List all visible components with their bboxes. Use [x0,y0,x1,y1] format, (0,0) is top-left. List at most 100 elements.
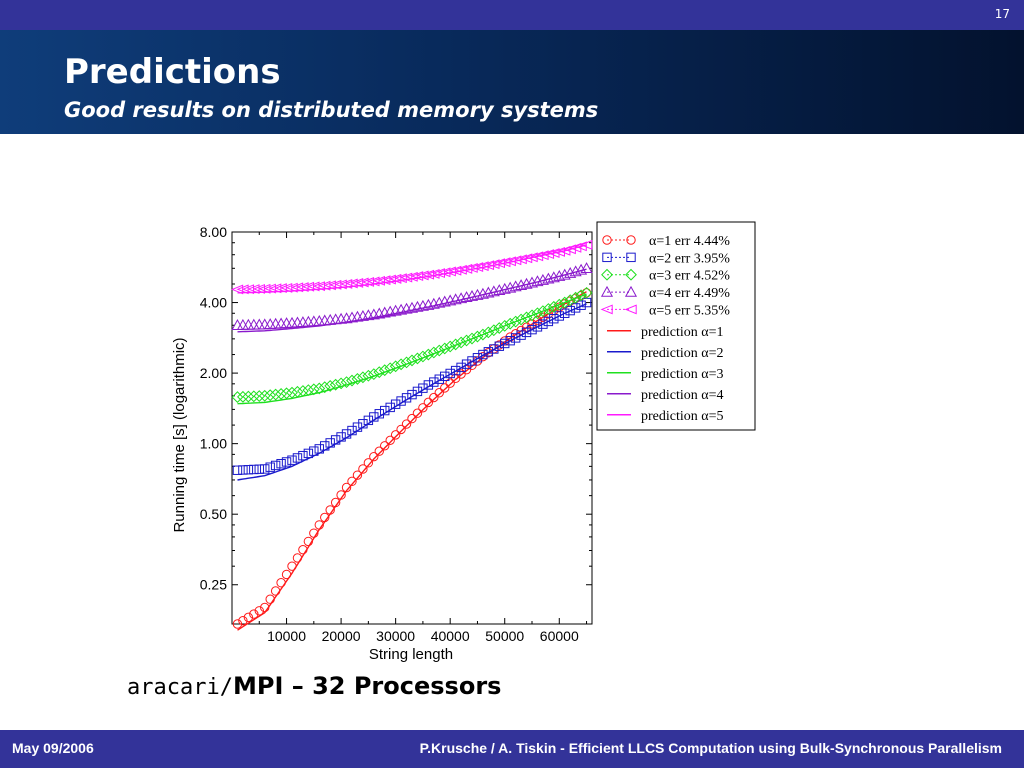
data-point-alpha-3 [264,389,277,402]
data-point-alpha-5 [389,273,402,284]
data-point-alpha-5 [285,282,298,293]
data-point-alpha-5 [438,267,451,278]
data-point-alpha-1 [276,577,286,588]
data-point-alpha-2 [352,422,363,432]
data-point-alpha-2 [358,419,368,429]
data-point-alpha-1 [407,413,417,424]
data-point-alpha-4 [313,314,326,326]
data-point-alpha-4 [575,263,588,275]
data-point-alpha-2 [418,383,428,393]
data-point-alpha-4 [280,317,293,329]
data-point-alpha-3 [580,286,593,299]
legend-entry-alpha-1: α=1 err 4.44% [649,234,730,249]
data-point-alpha-2 [243,465,254,475]
data-point-alpha-5 [340,279,353,289]
data-point-alpha-2 [260,464,270,474]
data-point-alpha-5 [372,275,385,286]
data-point-alpha-2 [412,386,423,397]
data-point-alpha-3 [362,369,375,382]
data-point-alpha-1 [527,319,537,329]
data-point-alpha-3 [367,368,380,381]
data-point-alpha-5 [514,254,527,265]
legend-marker-alpha-1 [626,235,636,245]
data-point-alpha-5 [481,260,495,271]
x-tick-label: 60000 [540,628,579,644]
data-point-alpha-1 [440,383,450,393]
data-point-alpha-4 [236,318,249,330]
data-point-alpha-5 [312,281,325,292]
data-point-alpha-2 [516,330,526,340]
y-tick-label: 8.00 [200,224,227,240]
data-point-alpha-2 [440,371,450,382]
data-point-alpha-3 [231,391,244,403]
data-point-alpha-3 [509,315,522,328]
data-point-alpha-1 [309,528,319,538]
slide-title: Predictions [64,52,281,92]
data-point-alpha-2 [483,347,494,357]
data-point-alpha-3 [237,390,249,403]
x-tick-label: 30000 [376,628,415,644]
data-point-alpha-5 [421,269,435,280]
data-point-alpha-2 [510,333,521,343]
data-point-alpha-5 [530,251,544,262]
data-point-alpha-2 [489,344,499,354]
data-point-alpha-1 [270,586,281,596]
data-point-alpha-5 [280,282,293,293]
data-point-alpha-2 [570,303,581,313]
data-point-alpha-3 [269,388,282,401]
data-point-alpha-5 [536,250,549,261]
legend-entry-alpha-5: α=5 err 5.35% [649,303,730,318]
data-point-alpha-3 [498,319,511,332]
data-point-alpha-5 [410,271,424,282]
legend: α=1 err 4.44% α=2 err 3.95% α=3 err 4.52% α… [596,221,756,431]
data-point-alpha-5 [334,279,347,290]
data-point-alpha-1 [581,288,592,298]
data-point-alpha-1 [254,606,264,616]
data-point-alpha-1 [445,378,455,388]
data-point-alpha-5 [383,274,396,285]
data-point-alpha-2 [505,335,515,346]
y-tick-label: 4.00 [200,295,227,311]
data-point-alpha-5 [405,271,418,282]
data-point-alpha-2 [270,460,281,471]
data-point-alpha-4 [307,315,320,327]
data-point-alpha-1 [320,512,330,523]
data-point-alpha-3 [329,378,342,391]
running-time-chart: Running time [s] (logarithmic) String le… [171,221,756,663]
data-point-alpha-2 [521,327,532,338]
x-tick-label: 40000 [431,628,470,644]
data-point-alpha-1 [314,520,324,530]
plot-frame [231,231,593,625]
legend-marker-alpha-1 [602,235,612,245]
data-point-alpha-3 [346,374,358,387]
data-point-alpha-3 [291,385,304,398]
data-point-alpha-5 [252,283,265,294]
data-point-alpha-2 [543,316,554,327]
data-point-alpha-3 [553,298,566,311]
data-point-alpha-1 [363,458,374,468]
data-point-alpha-5 [356,277,369,288]
data-point-alpha-3 [471,330,484,343]
data-point-alpha-3 [406,354,418,367]
data-point-alpha-4 [258,318,271,330]
data-point-alpha-5 [329,279,342,290]
data-point-alpha-2 [538,319,548,329]
data-point-alpha-1 [243,612,254,623]
y-tick-label: 0.50 [200,506,227,522]
data-point-alpha-3 [444,340,457,353]
data-point-alpha-1 [401,419,412,429]
legend-marker-alpha-3 [601,268,613,281]
data-point-alpha-5 [416,270,429,281]
legend-box [596,221,756,431]
data-point-alpha-5 [498,257,511,268]
data-point-alpha-2 [549,314,559,324]
data-point-alpha-3 [351,373,364,385]
data-point-alpha-3 [411,352,424,365]
data-point-alpha-4 [580,262,593,274]
data-point-alpha-2 [434,374,444,384]
data-point-alpha-3 [526,309,538,322]
data-point-alpha-3 [247,390,260,403]
caption-machine-name: aracari/ [127,675,233,700]
data-point-alpha-2 [298,450,308,461]
data-point-alpha-2 [554,311,564,321]
